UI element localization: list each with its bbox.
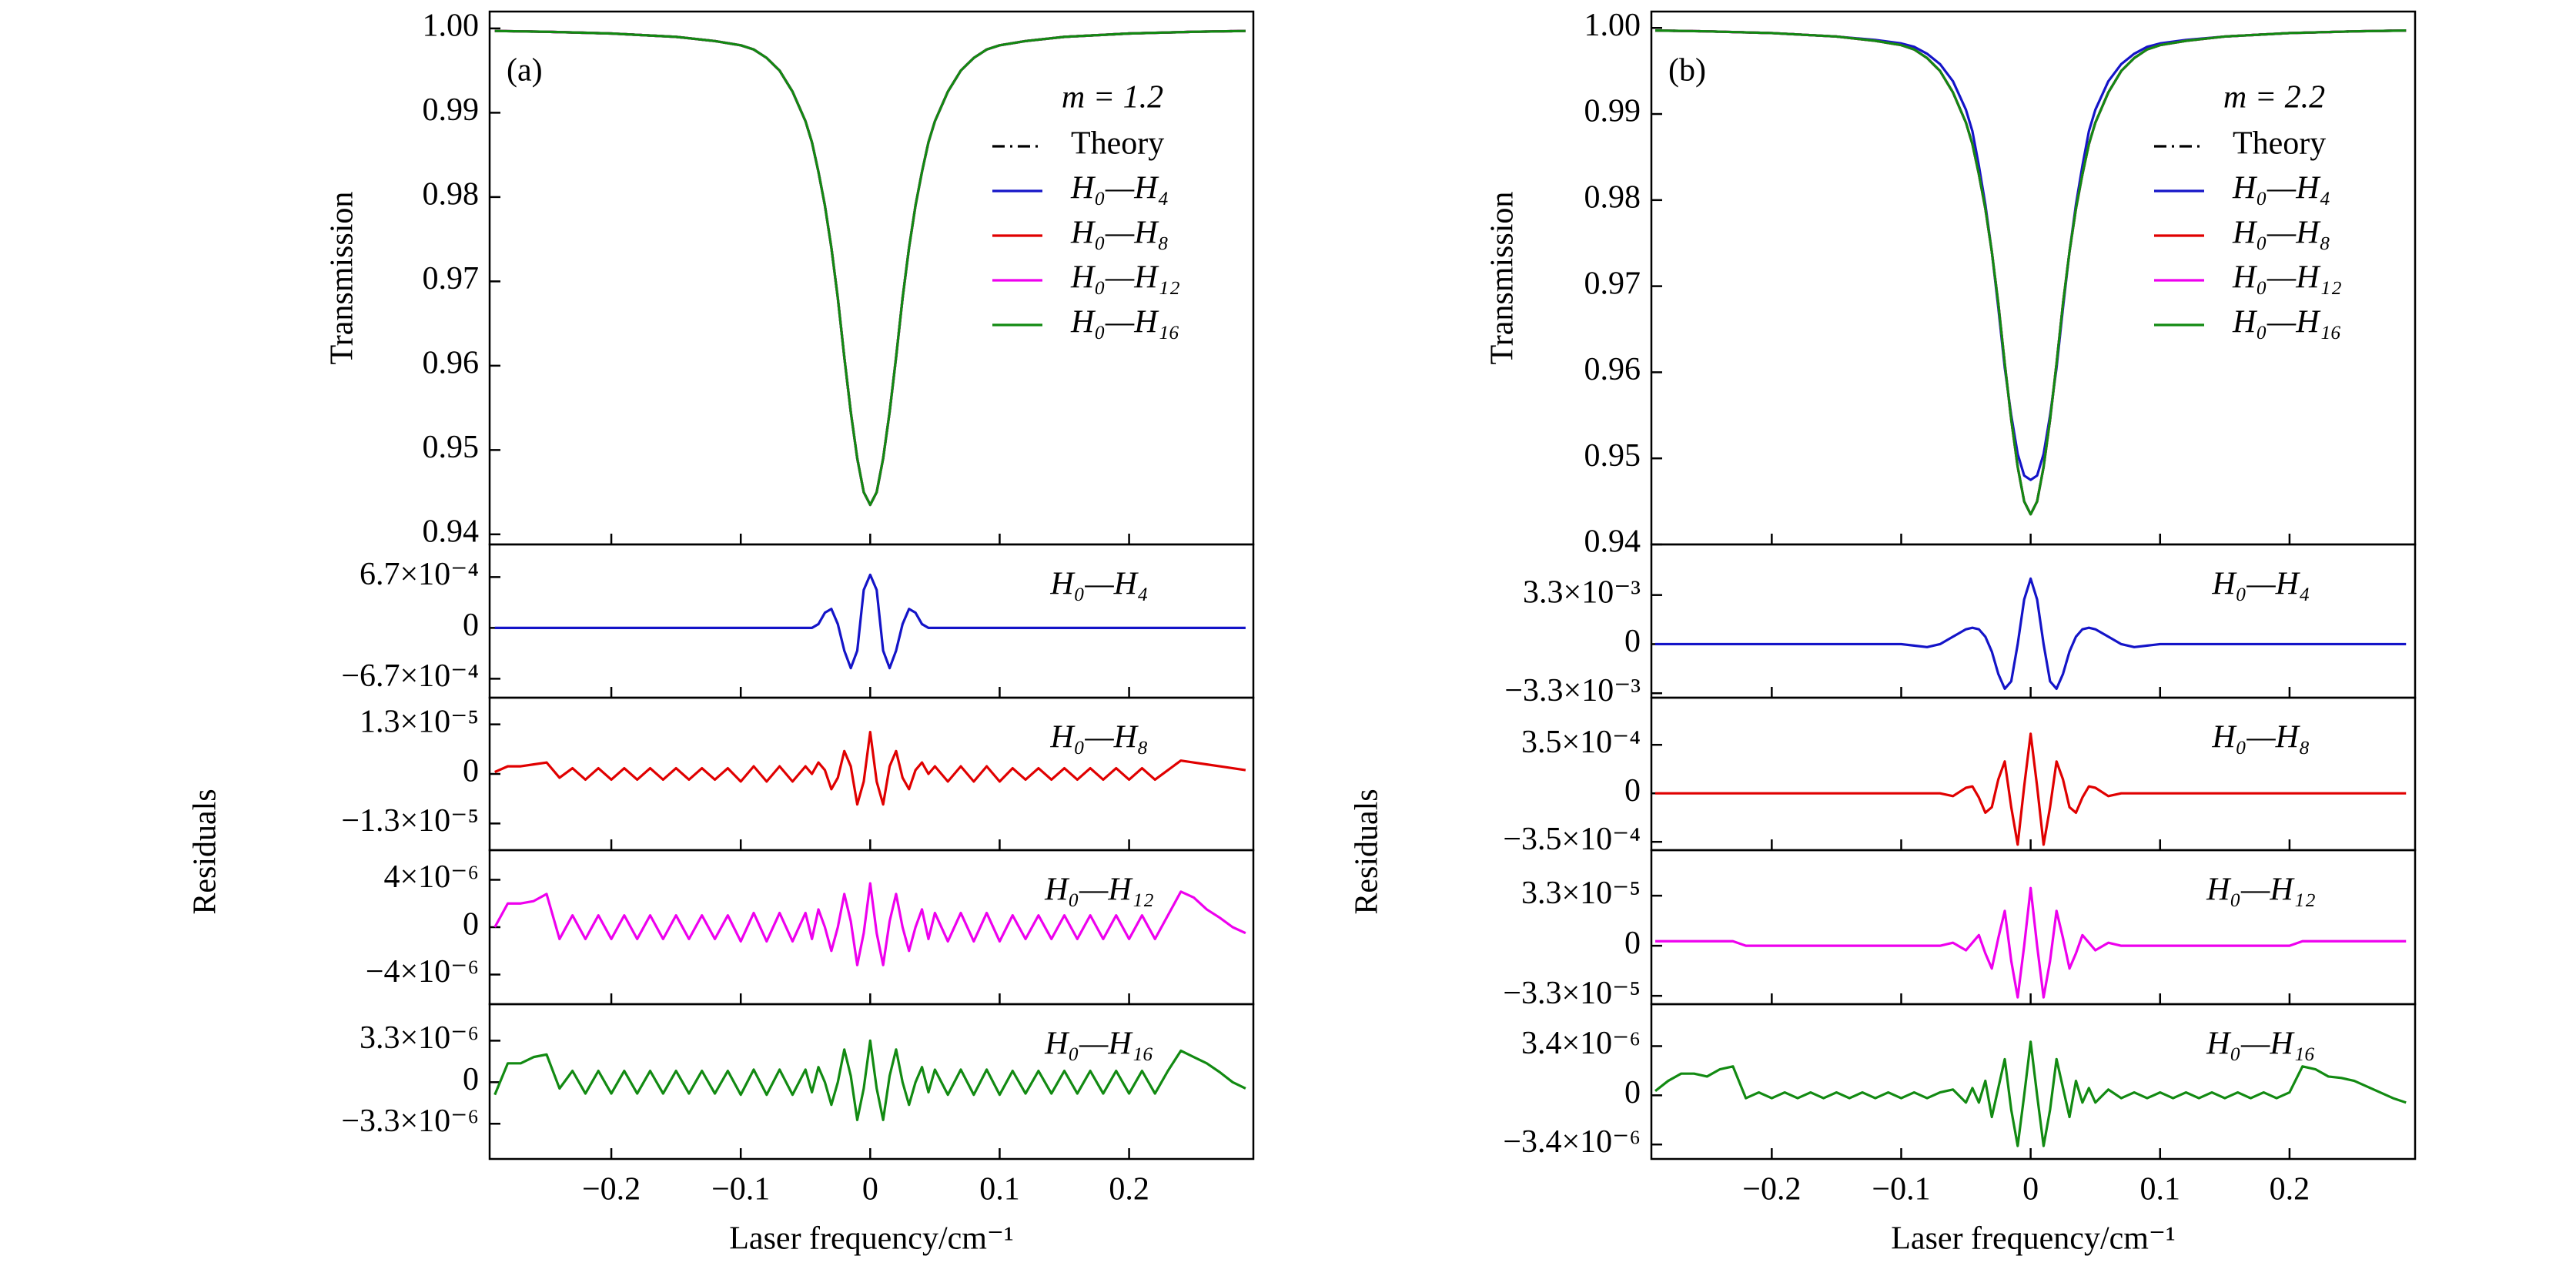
data-line bbox=[493, 882, 1246, 966]
x-tick-label: −0.2 bbox=[1742, 1172, 1801, 1207]
y-tick-label: 1.3×10⁻⁵ bbox=[360, 704, 479, 739]
y-tick-label: 0.96 bbox=[423, 346, 480, 381]
y-tick-label: 3.3×10⁻³ bbox=[1523, 574, 1641, 610]
legend-label: Theory bbox=[1071, 126, 1164, 162]
residual-annotation: H₀—H₈ bbox=[2211, 720, 2310, 755]
residual-annotation: H₀—H₄ bbox=[2211, 567, 2310, 602]
y-tick-label: 3.3×10⁻⁶ bbox=[360, 1020, 479, 1056]
y-tick-label: −3.3×10⁻³ bbox=[1504, 673, 1641, 708]
legend-title: m = 2.2 bbox=[2223, 80, 2325, 116]
data-line bbox=[494, 730, 1246, 806]
legend-label: H₀—H₁₂ bbox=[2232, 260, 2342, 296]
data-line bbox=[493, 1039, 1246, 1121]
y-axis-label: Transmission bbox=[325, 192, 360, 365]
data-line bbox=[1655, 886, 2407, 999]
residual-annotation: H₀—H₁₂ bbox=[2206, 872, 2316, 908]
x-tick-label: −0.2 bbox=[582, 1172, 641, 1207]
y-tick-label: −4×10⁻⁶ bbox=[366, 954, 479, 990]
residual-annotation: H₀—H₈ bbox=[1049, 720, 1148, 755]
legend-label: H₀—H₁₂ bbox=[1070, 260, 1180, 296]
y-tick-label: 3.4×10⁻⁶ bbox=[1521, 1026, 1641, 1061]
y-tick-label: 0.98 bbox=[423, 177, 480, 213]
x-tick-label: −0.1 bbox=[1872, 1172, 1930, 1207]
y-tick-label: 0 bbox=[463, 907, 479, 943]
y-tick-label: −3.3×10⁻⁶ bbox=[341, 1104, 479, 1139]
y-tick-label: −3.5×10⁻⁴ bbox=[1503, 822, 1641, 857]
x-axis-label: Laser frequency/cm⁻¹ bbox=[729, 1221, 1013, 1257]
data-line bbox=[1655, 28, 2407, 481]
y-tick-label: 0.99 bbox=[1584, 94, 1641, 129]
x-tick-label: 0 bbox=[2022, 1172, 2039, 1207]
residual-annotation: H₀—H₁₆ bbox=[1044, 1027, 1154, 1062]
y-tick-label: 0 bbox=[463, 1062, 479, 1097]
y-axis-label: Transmission bbox=[1485, 192, 1521, 365]
y-tick-label: 6.7×10⁻⁴ bbox=[360, 557, 479, 592]
x-axis-label: Laser frequency/cm⁻¹ bbox=[1891, 1221, 2175, 1257]
y-tick-label: 0 bbox=[1624, 1075, 1641, 1110]
legend-label: Theory bbox=[2233, 126, 2326, 162]
data-line bbox=[1655, 577, 2407, 691]
data-line bbox=[494, 573, 1246, 670]
y-tick-label: −3.4×10⁻⁶ bbox=[1503, 1124, 1641, 1160]
y-tick-label: −3.3×10⁻⁵ bbox=[1503, 976, 1641, 1011]
residual-annotation: H₀—H₄ bbox=[1049, 567, 1148, 602]
y-tick-label: 0 bbox=[1624, 773, 1641, 809]
panel-label: (a) bbox=[507, 53, 543, 89]
y-tick-label: 4×10⁻⁶ bbox=[384, 859, 480, 895]
y-tick-label: 0.95 bbox=[423, 430, 480, 465]
y-tick-label: 0.96 bbox=[1584, 352, 1641, 387]
legend-label: H₀—H₄ bbox=[1070, 171, 1169, 206]
y-tick-label: 0.94 bbox=[1584, 524, 1641, 560]
y-tick-label: 0 bbox=[463, 754, 479, 789]
y-tick-label: 1.00 bbox=[1584, 8, 1641, 43]
legend-title: m = 1.2 bbox=[1062, 80, 1163, 116]
x-tick-label: 0 bbox=[862, 1172, 878, 1207]
x-tick-label: 0.1 bbox=[979, 1172, 1020, 1207]
data-line bbox=[494, 29, 1246, 507]
legend-label: H₀—H₁₆ bbox=[2232, 305, 2342, 340]
data-line bbox=[1655, 28, 2407, 516]
y-tick-label: 0 bbox=[1624, 926, 1641, 961]
y-tick-label: −1.3×10⁻⁵ bbox=[341, 803, 479, 839]
y-tick-label: 0 bbox=[1624, 624, 1641, 659]
residual-annotation: H₀—H₁₆ bbox=[2206, 1027, 2316, 1062]
data-line bbox=[1654, 1040, 2407, 1147]
y-tick-label: 0.99 bbox=[423, 92, 480, 128]
y-tick-label: 3.3×10⁻⁵ bbox=[1521, 876, 1641, 911]
panel-label: (b) bbox=[1668, 53, 1706, 89]
y-tick-label: 3.5×10⁻⁴ bbox=[1521, 725, 1641, 760]
y-tick-label: −6.7×10⁻⁴ bbox=[341, 658, 479, 694]
data-line bbox=[1655, 732, 2407, 846]
y-tick-label: 1.00 bbox=[423, 8, 480, 44]
y-tick-label: 0.98 bbox=[1584, 179, 1641, 215]
y-tick-label: 0 bbox=[463, 608, 479, 643]
y-axis-label: Residuals bbox=[1350, 789, 1385, 914]
x-tick-label: 0.1 bbox=[2140, 1172, 2181, 1207]
legend-label: H₀—H₄ bbox=[2232, 171, 2330, 206]
y-tick-label: 0.97 bbox=[1584, 266, 1641, 301]
legend-label: H₀—H₈ bbox=[2232, 216, 2330, 251]
y-tick-label: 0.94 bbox=[423, 514, 480, 550]
x-tick-label: −0.1 bbox=[711, 1172, 770, 1207]
residual-annotation: H₀—H₁₂ bbox=[1044, 872, 1154, 908]
plot-frame bbox=[1650, 1003, 2417, 1160]
x-tick-label: 0.2 bbox=[2270, 1172, 2310, 1207]
y-tick-label: 0.97 bbox=[423, 261, 480, 296]
legend-label: H₀—H₈ bbox=[1070, 216, 1169, 251]
plot-frame bbox=[488, 1003, 1255, 1160]
y-tick-label: 0.95 bbox=[1584, 438, 1641, 474]
legend-label: H₀—H₁₆ bbox=[1070, 305, 1180, 340]
x-tick-label: 0.2 bbox=[1109, 1172, 1149, 1207]
y-axis-label: Residuals bbox=[188, 789, 223, 914]
